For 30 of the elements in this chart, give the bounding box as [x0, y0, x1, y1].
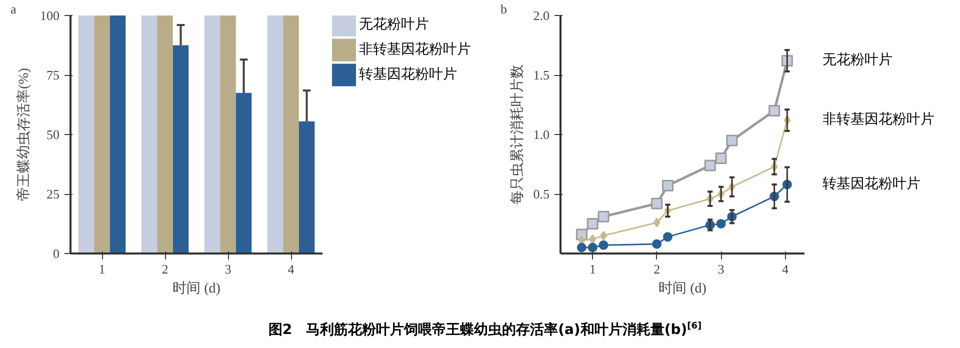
x-tick-label: 4 [782, 262, 789, 276]
x-tick-label: 2 [162, 262, 168, 276]
y-tick-label: 100 [40, 8, 60, 23]
y-tick-label: 0 [53, 246, 60, 261]
text: 非转基因花粉叶片 [822, 112, 934, 128]
y-tick-label: 75 [46, 68, 60, 82]
y-tick-label: 50 [46, 127, 60, 142]
text: 无花粉叶片 [822, 52, 892, 68]
x-tick-label: 1 [98, 262, 106, 276]
y-tick-label: 1.0 [533, 127, 550, 142]
y-tick-label: 0.5 [533, 186, 550, 202]
text: b [500, 2, 507, 16]
y-axis-title: 每只虫累计消耗叶片数 [509, 64, 526, 204]
caption: 图2 马利筋花粉叶片饲喂帝王蝶幼虫的存活率(a)和叶片消耗量(b)$^{[6]}$ [268, 320, 702, 340]
x-tick-label: 4 [288, 262, 295, 276]
y-axis-title: 帝王蝶幼虫存活率(%) [16, 68, 32, 201]
x-axis-title: 时间 (d) [658, 280, 707, 296]
x-tick-label: 3 [718, 262, 724, 276]
x-tick-label: 1 [589, 262, 596, 276]
text: 转基因花粉叶片 [822, 176, 920, 192]
x-tick-label: 3 [224, 262, 232, 276]
x-axis-title: 时间 (d) [172, 280, 221, 296]
legend-label: 转基因花粉叶片 [359, 66, 457, 82]
x-tick-label: 2 [654, 262, 660, 276]
legend-label: 无花粉叶片 [359, 16, 429, 33]
legend-label: 非转基因花粉叶片 [359, 42, 471, 58]
text: a [10, 2, 16, 16]
y-tick-label: 2.0 [533, 8, 550, 23]
y-tick-label: 25 [46, 186, 60, 202]
y-tick-label: 1.5 [533, 68, 550, 82]
